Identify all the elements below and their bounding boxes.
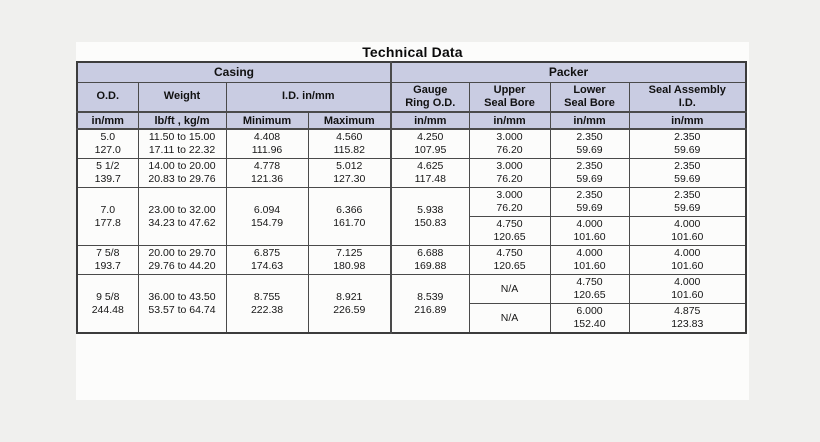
cell-seal-assembly-id: 4.000 101.60 <box>628 274 747 304</box>
cell-gauge-ring-od: 6.688 169.88 <box>390 245 470 275</box>
cell-id-max: 4.560 115.82 <box>307 128 392 159</box>
cell-weight: 23.00 to 32.00 34.23 to 47.62 <box>137 187 227 246</box>
cell-upper-seal-bore: 3.000 76.20 <box>468 128 551 159</box>
table-row: 9 5/8 244.48 36.00 to 43.50 53.57 to 64.… <box>76 274 747 334</box>
unit-od: in/mm <box>76 111 139 130</box>
page-title: Technical Data <box>362 44 463 60</box>
cell-weight: 36.00 to 43.50 53.57 to 64.74 <box>137 274 227 334</box>
cell-gauge-ring-od: 5.938 150.83 <box>390 187 470 246</box>
cell-id-min: 4.778 121.36 <box>225 158 309 188</box>
group-header-casing: Casing <box>76 61 392 83</box>
group-header-packer: Packer <box>390 61 747 83</box>
col-header-lower-seal-bore: Lower Seal Bore <box>549 81 630 113</box>
cell-seal-assembly-id: 2.350 59.69 <box>628 128 747 159</box>
table-row: 5.0 127.0 11.50 to 15.00 17.11 to 22.32 … <box>76 128 747 159</box>
unit-lower-seal-bore: in/mm <box>549 111 630 130</box>
cell-weight: 11.50 to 15.00 17.11 to 22.32 <box>137 128 227 159</box>
unit-gauge-ring-od: in/mm <box>390 111 470 130</box>
col-header-weight: Weight <box>137 81 227 113</box>
cell-lower-seal-bore: 2.350 59.69 <box>549 187 630 217</box>
technical-data-table: Casing Packer O.D. Weight I.D. in/mm Gau… <box>76 61 748 334</box>
table-row: 5 1/2 139.7 14.00 to 20.00 20.83 to 29.7… <box>76 158 747 188</box>
cell-seal-assembly-id: 4.000 101.60 <box>628 216 747 246</box>
cell-seal-assembly-id: 2.350 59.69 <box>628 158 747 188</box>
col-header-id: I.D. in/mm <box>225 81 392 113</box>
group-header-row: Casing Packer <box>76 61 747 83</box>
cell-gauge-ring-od: 4.250 107.95 <box>390 128 470 159</box>
col-header-gauge-ring-od: Gauge Ring O.D. <box>390 81 470 113</box>
cell-od: 7 5/8 193.7 <box>76 245 139 275</box>
col-header-upper-seal-bore: Upper Seal Bore <box>468 81 551 113</box>
cell-weight: 20.00 to 29.70 29.76 to 44.20 <box>137 245 227 275</box>
cell-id-max: 7.125 180.98 <box>307 245 392 275</box>
cell-od: 5.0 127.0 <box>76 128 139 159</box>
cell-seal-assembly-id: 4.875 123.83 <box>628 303 747 334</box>
cell-lower-seal-bore: 2.350 59.69 <box>549 128 630 159</box>
cell-upper-seal-bore: 3.000 76.20 <box>468 158 551 188</box>
cell-id-max: 5.012 127.30 <box>307 158 392 188</box>
cell-od: 5 1/2 139.7 <box>76 158 139 188</box>
cell-upper-seal-bore: 4.750 120.65 <box>468 216 551 246</box>
cell-upper-seal-bore: 3.000 76.20 <box>468 187 551 217</box>
unit-id-maximum: Maximum <box>307 111 392 130</box>
cell-lower-seal-bore: 4.750 120.65 <box>549 274 630 304</box>
table-row: 7 5/8 193.7 20.00 to 29.70 29.76 to 44.2… <box>76 245 747 275</box>
units-row: in/mm lb/ft , kg/m Minimum Maximum in/mm… <box>76 111 747 130</box>
table-sub-row: 4.750 120.65 4.000 101.60 4.000 101.60 <box>77 216 747 246</box>
unit-seal-assembly-id: in/mm <box>628 111 747 130</box>
col-header-seal-assembly-id: Seal Assembly I.D. <box>628 81 747 113</box>
cell-gauge-ring-od: 8.539 216.89 <box>390 274 470 334</box>
column-header-row: O.D. Weight I.D. in/mm Gauge Ring O.D. U… <box>76 81 747 113</box>
cell-lower-seal-bore: 2.350 59.69 <box>549 158 630 188</box>
cell-lower-seal-bore: 4.000 101.60 <box>549 216 630 246</box>
cell-id-min: 6.094 154.79 <box>225 187 309 246</box>
cell-od: 7.0 177.8 <box>76 187 139 246</box>
content-sheet: Technical Data Casing Packer O.D. Weight… <box>76 42 749 400</box>
unit-weight: lb/ft , kg/m <box>137 111 227 130</box>
cell-upper-seal-bore: N/A <box>468 303 551 334</box>
cell-lower-seal-bore: 4.000 101.60 <box>549 245 630 275</box>
cell-id-max: 6.366 161.70 <box>307 187 392 246</box>
cell-upper-seal-bore: 4.750 120.65 <box>468 245 551 275</box>
unit-id-minimum: Minimum <box>225 111 309 130</box>
cell-od: 9 5/8 244.48 <box>76 274 139 334</box>
cell-upper-seal-bore: N/A <box>468 274 551 304</box>
table-row: 7.0 177.8 23.00 to 32.00 34.23 to 47.62 … <box>76 187 747 246</box>
table-sub-row: N/A 6.000 152.40 4.875 123.83 <box>77 303 747 334</box>
unit-upper-seal-bore: in/mm <box>468 111 551 130</box>
cell-weight: 14.00 to 20.00 20.83 to 29.76 <box>137 158 227 188</box>
cell-seal-assembly-id: 4.000 101.60 <box>628 245 747 275</box>
col-header-od: O.D. <box>76 81 139 113</box>
cell-seal-assembly-id: 2.350 59.69 <box>628 187 747 217</box>
cell-lower-seal-bore: 6.000 152.40 <box>549 303 630 334</box>
cell-id-min: 8.755 222.38 <box>225 274 309 334</box>
cell-id-max: 8.921 226.59 <box>307 274 392 334</box>
cell-id-min: 6.875 174.63 <box>225 245 309 275</box>
cell-id-min: 4.408 111.96 <box>225 128 309 159</box>
cell-gauge-ring-od: 4.625 117.48 <box>390 158 470 188</box>
